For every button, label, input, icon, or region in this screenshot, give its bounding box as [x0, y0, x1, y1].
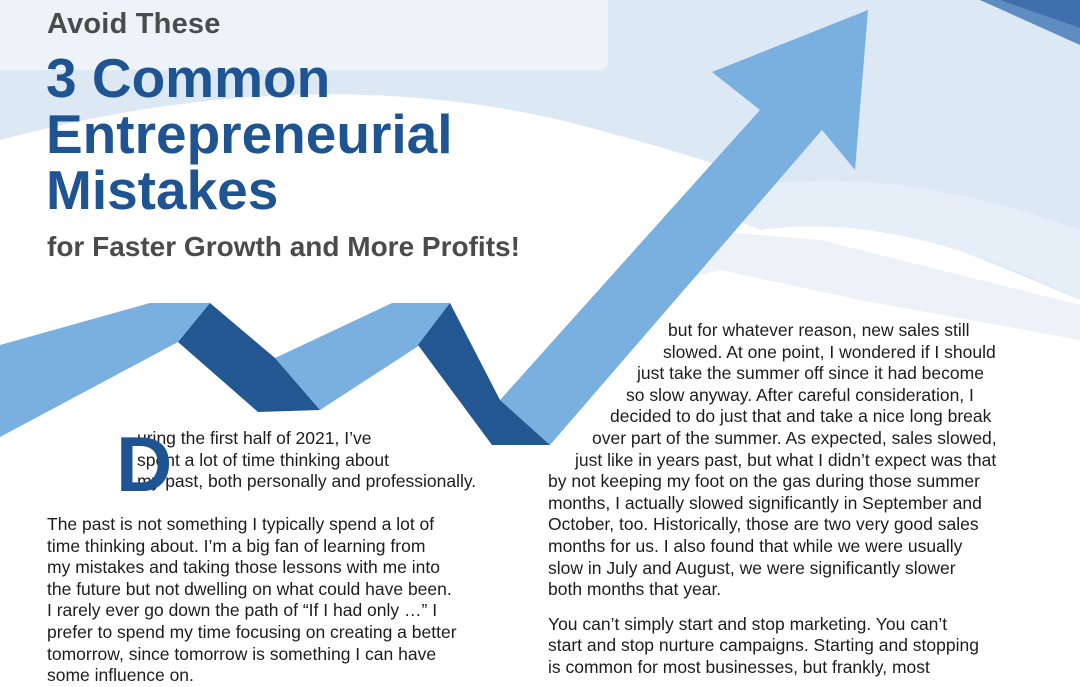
left-column-paragraph: The past is not something I typically sp… [47, 514, 457, 687]
text-line: but for whatever reason, new sales still [668, 320, 970, 340]
text-line: I rarely ever go down the path of “If I … [47, 600, 438, 621]
text-line: decided to do just that and take a nice … [610, 406, 992, 427]
text-line: time thinking about. I’m a big fan of le… [47, 535, 426, 556]
article-subtitle: for Faster Growth and More Profits! [47, 231, 520, 262]
article-kicker: Avoid These [47, 8, 221, 40]
text-line: spent a lot of time thinking about [137, 449, 389, 470]
text-line: slow in July and August, we were signifi… [548, 557, 956, 578]
intro-paragraph: uring the first half of 2021, I’ve spent… [137, 428, 476, 493]
text-line: slowed. At one point, I wondered if I sh… [663, 341, 996, 362]
right-column: but for whatever reason, new sales still… [548, 320, 997, 679]
text-line: my mistakes and taking those lessons wit… [47, 557, 440, 578]
text-line: uring the first half of 2021, I’ve [137, 428, 372, 448]
text-line: the future but not dwelling on what coul… [47, 578, 452, 599]
right-paragraph-1: but for whatever reason, new sales still… [548, 320, 997, 601]
text-line: The past is not something I typically sp… [47, 514, 435, 534]
title-line: 3 Common [46, 47, 331, 109]
text-line: prefer to spend my time focusing on crea… [47, 621, 457, 642]
text-line: months, I actually slowed significantly … [548, 492, 982, 513]
text-line: October, too. Historically, those are tw… [548, 514, 979, 535]
text-line: so slow anyway. After careful considerat… [626, 384, 974, 405]
text-line: by not keeping my foot on the gas during… [548, 471, 980, 492]
text-line: both months that year. [548, 579, 722, 600]
text-line: start and stop nurture campaigns. Starti… [548, 635, 979, 656]
title-line: Entrepreneurial [46, 103, 453, 165]
text-line: just take the summer off since it had be… [637, 363, 984, 384]
text-line: You can’t simply start and stop marketin… [548, 613, 948, 634]
drop-cap: D [116, 420, 173, 508]
text-line: just like in years past, but what I didn… [575, 449, 997, 470]
text-line: some influence on. [47, 665, 194, 686]
text-line: tomorrow, since tomorrow is something I … [47, 643, 437, 664]
text-line: my past, both personally and professiona… [137, 471, 477, 492]
text-line: is common for most businesses, but frank… [548, 656, 930, 677]
right-paragraph-2: You can’t simply start and stop marketin… [548, 614, 997, 679]
title-line: Mistakes [46, 159, 279, 221]
text-line: months for us. I also found that while w… [548, 535, 963, 556]
article-title: 3 Common Entrepreneurial Mistakes [46, 50, 453, 218]
text-line: over part of the summer. As expected, sa… [592, 427, 997, 448]
